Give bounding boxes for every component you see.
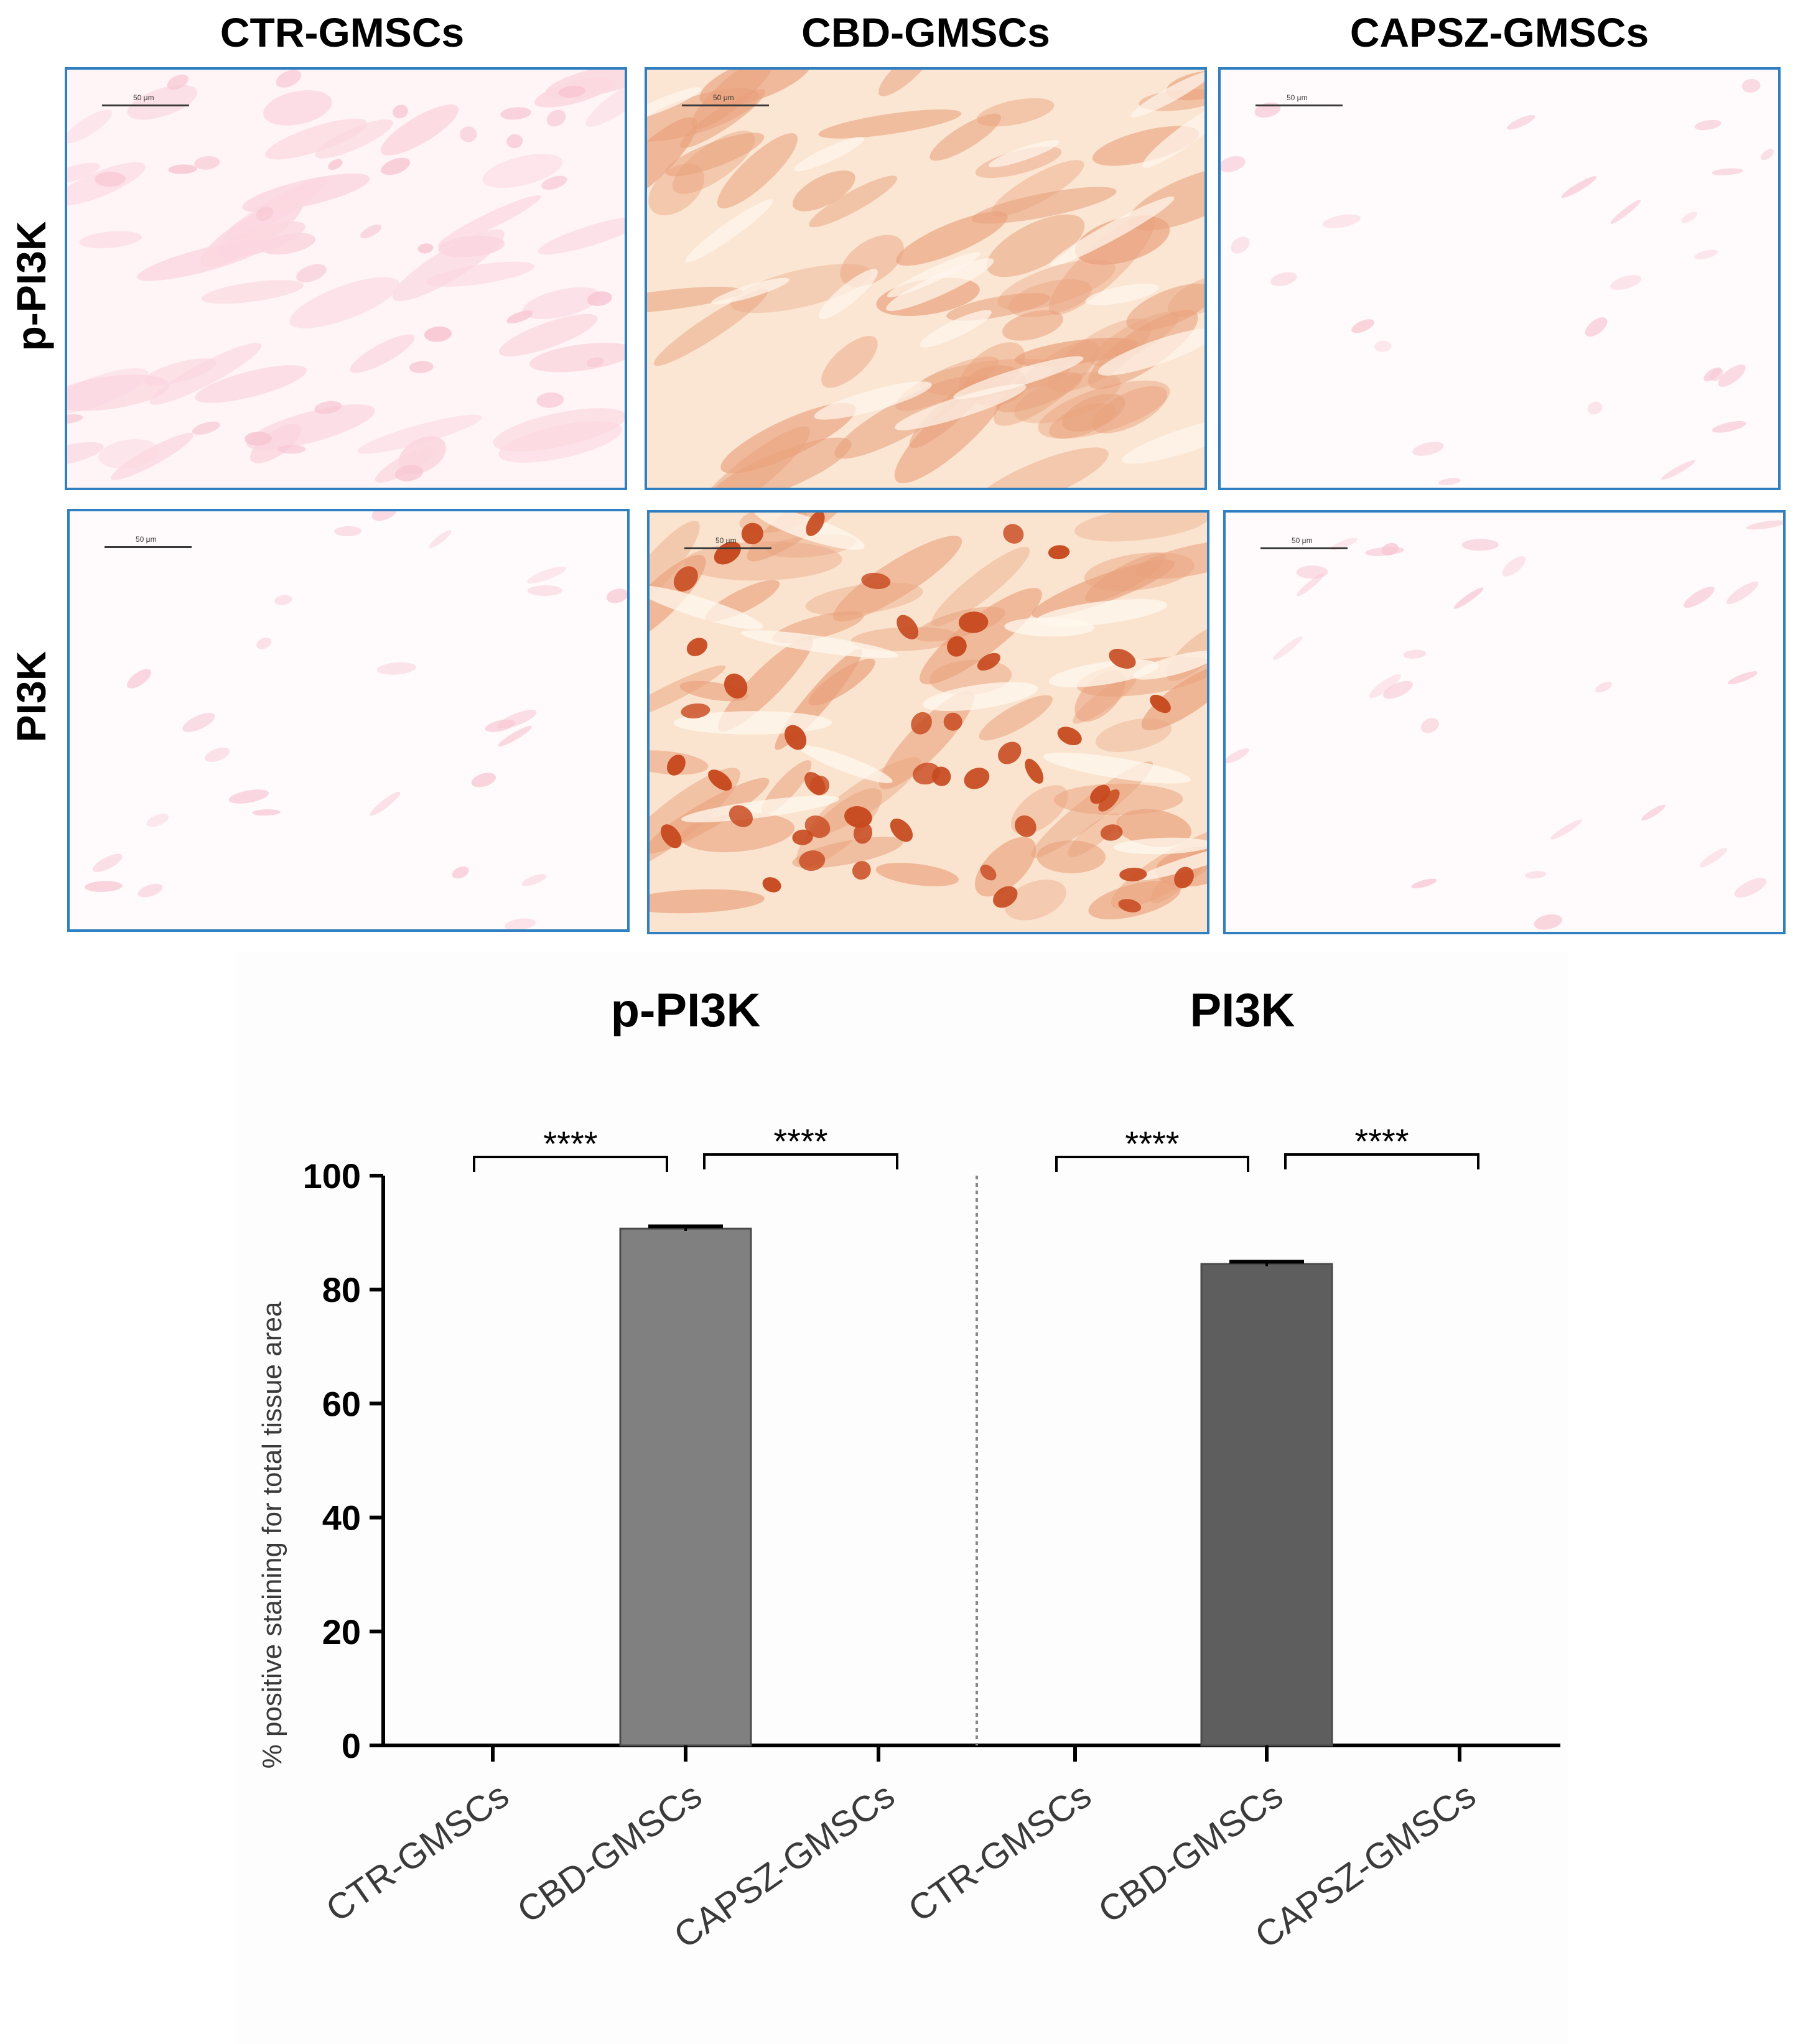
scale-bar-label: 50 μm	[713, 93, 734, 102]
y-tick-label: 0	[342, 1726, 361, 1765]
significance-bracket	[703, 1153, 898, 1169]
bar-PI3K-CBD-GMSCs	[1200, 1263, 1333, 1747]
y-tick-label: 40	[322, 1498, 361, 1538]
micrograph-image	[1221, 70, 1778, 488]
scale-bar-label: 50 μm	[1292, 536, 1313, 545]
scale-bar-label: 50 μm	[1287, 93, 1308, 102]
micrograph-pi3k-cbd: 50 μm	[647, 510, 1209, 934]
significance-label: ****	[543, 1124, 597, 1163]
group-title-1: PI3K	[1190, 984, 1295, 1037]
significance-bracket	[473, 1156, 668, 1172]
significance-bracket	[1055, 1156, 1249, 1172]
column-header-cbd: CBD-GMSCs	[801, 9, 1050, 55]
micrograph-image	[70, 511, 627, 929]
significance-label: ****	[773, 1122, 827, 1161]
column-header-capsz: CAPSZ-GMSCs	[1349, 9, 1649, 55]
scale-bar	[1260, 547, 1348, 549]
scale-bar	[105, 546, 192, 548]
micrograph-p-pi3k-ctr: 50 μm	[65, 67, 627, 490]
y-tick-label: 100	[303, 1156, 361, 1196]
y-tick-label: 80	[322, 1270, 361, 1309]
group-title-0: p-PI3K	[611, 984, 761, 1037]
micrograph-image	[647, 70, 1204, 488]
scale-bar	[682, 105, 769, 106]
bar-p-PI3K-CBD-GMSCs	[619, 1227, 752, 1747]
scale-bar-label: 50 μm	[136, 535, 157, 544]
row-label-pi3k: PI3K	[8, 651, 54, 743]
scale-bar	[1256, 105, 1343, 106]
row-label-p-pi3k: p-PI3K	[8, 221, 54, 351]
significance-label: ****	[1354, 1122, 1409, 1161]
micrograph-pi3k-capsz: 50 μm	[1223, 510, 1786, 934]
column-header-ctr: CTR-GMSCs	[220, 9, 465, 55]
y-axis-label: % positive staining for total tissue are…	[257, 1301, 287, 1768]
micrograph-image	[67, 70, 625, 488]
micrograph-p-pi3k-cbd: 50 μm	[645, 67, 1207, 490]
micrograph-image	[650, 513, 1207, 932]
bar-chart: p-PI3K PI3K % positive staining for total …	[236, 952, 1568, 2044]
y-tick-label: 60	[322, 1384, 361, 1423]
chart-background	[236, 952, 1568, 2044]
scale-bar	[684, 547, 771, 549]
significance-bracket	[1284, 1153, 1479, 1169]
scale-bar-label: 50 μm	[133, 93, 154, 102]
micrograph-p-pi3k-capsz: 50 μm	[1218, 67, 1781, 490]
y-tick-label: 20	[322, 1612, 361, 1651]
significance-label: ****	[1125, 1124, 1179, 1163]
micrograph-pi3k-ctr: 50 μm	[67, 509, 630, 932]
scale-bar	[102, 105, 189, 106]
scale-bar-label: 50 μm	[715, 536, 737, 545]
micrograph-image	[1226, 513, 1783, 932]
